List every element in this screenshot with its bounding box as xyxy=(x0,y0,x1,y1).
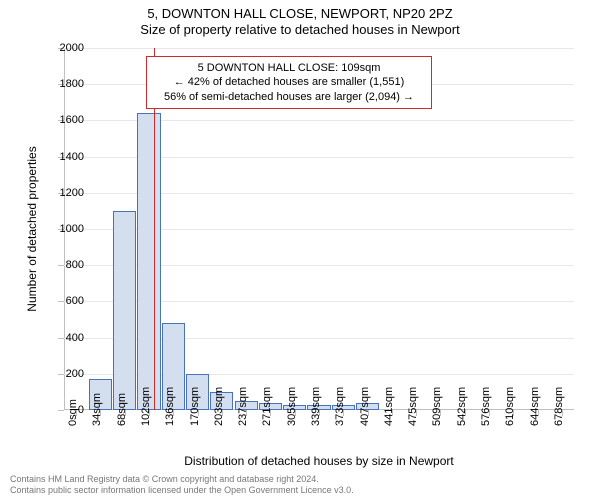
y-tick-label: 1600 xyxy=(44,114,84,126)
y-tick-label: 1400 xyxy=(44,151,84,163)
info-box-line: ← 42% of detached houses are smaller (1,… xyxy=(155,75,423,89)
info-box-line: 56% of semi-detached houses are larger (… xyxy=(155,90,423,104)
plot-area: 5 DOWNTON HALL CLOSE: 109sqm← 42% of det… xyxy=(64,48,574,410)
y-tick-label: 1000 xyxy=(44,223,84,235)
chart-title-sub: Size of property relative to detached ho… xyxy=(0,21,600,37)
x-axis-title: Distribution of detached houses by size … xyxy=(64,454,574,468)
y-tick-label: 1800 xyxy=(44,78,84,90)
y-tick-label: 400 xyxy=(44,332,84,344)
y-tick-label: 200 xyxy=(44,368,84,380)
y-tick-label: 2000 xyxy=(44,42,84,54)
info-box-line: 5 DOWNTON HALL CLOSE: 109sqm xyxy=(155,61,423,75)
histogram-bar xyxy=(113,211,136,410)
y-tick-label: 600 xyxy=(44,295,84,307)
info-box: 5 DOWNTON HALL CLOSE: 109sqm← 42% of det… xyxy=(146,56,432,109)
y-tick-label: 1200 xyxy=(44,187,84,199)
grid-line xyxy=(64,48,574,49)
histogram-bar xyxy=(137,113,160,410)
footer-attribution: Contains HM Land Registry data © Crown c… xyxy=(10,474,354,496)
footer-line-1: Contains HM Land Registry data © Crown c… xyxy=(10,474,354,485)
footer-line-2: Contains public sector information licen… xyxy=(10,485,354,496)
y-tick-label: 800 xyxy=(44,259,84,271)
chart-title-main: 5, DOWNTON HALL CLOSE, NEWPORT, NP20 2PZ xyxy=(0,0,600,21)
y-axis-title: Number of detached properties xyxy=(25,129,39,329)
